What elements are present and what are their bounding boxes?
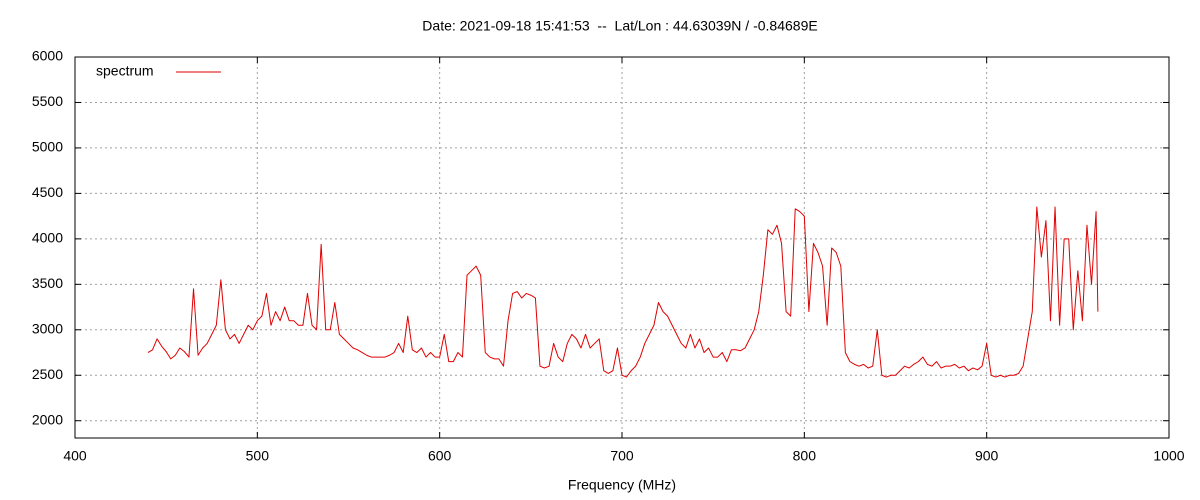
legend-label: spectrum: [96, 63, 154, 79]
y-tick-label: 5000: [32, 139, 63, 155]
plot-frame: [74, 56, 1170, 439]
y-tick-label: 2000: [32, 411, 63, 427]
y-tick-label: 5500: [32, 93, 63, 109]
x-axis-label: Frequency (MHz): [568, 477, 676, 493]
x-tick-label: 500: [246, 448, 270, 464]
series-line: [147, 206, 1099, 378]
x-tick-label: 700: [610, 448, 634, 464]
x-tick-label: 900: [975, 448, 999, 464]
y-tick-label: 3000: [32, 320, 63, 336]
y-tick-label: 4500: [32, 184, 63, 200]
y-tick-label: 3500: [32, 275, 63, 291]
x-tick-label: 800: [793, 448, 817, 464]
y-tick-label: 4000: [32, 230, 63, 246]
x-tick-label: 1000: [1153, 448, 1184, 464]
x-tick-label: 600: [428, 448, 452, 464]
y-tick-label: 6000: [32, 48, 63, 64]
x-tick-label: 400: [63, 448, 87, 464]
chart-title: Date: 2021-09-18 15:41:53 -- Lat/Lon : 4…: [422, 18, 817, 34]
y-tick-label: 2500: [32, 366, 63, 382]
